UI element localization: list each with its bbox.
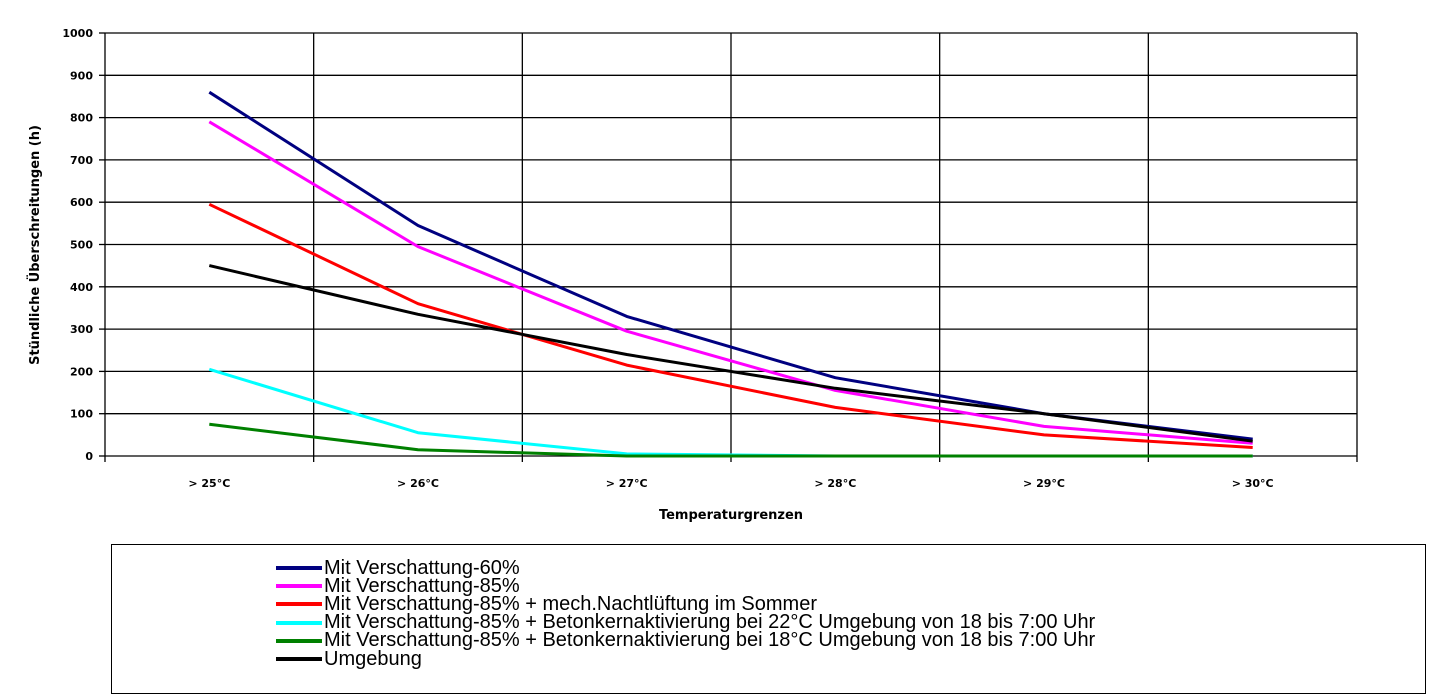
x-tick-label: > 25°C — [188, 477, 230, 490]
legend-label: Mit Verschattung-60% — [324, 556, 520, 579]
legend-label: Umgebung — [324, 647, 422, 670]
y-tick-label: 800 — [70, 112, 93, 125]
axis-ticks: 0 100 200 300 400 500 600 700 800 900 1000 > 25°C > … — [62, 27, 1273, 490]
y-axis-title: Stündliche Überschreitungen (h) — [27, 125, 43, 365]
y-tick-label: 1000 — [62, 27, 93, 40]
x-axis-title: Temperaturgrenzen — [659, 508, 803, 523]
legend-label: Mit Verschattung-85% + Betonkernaktivier… — [324, 629, 1096, 652]
legend-swatch — [276, 638, 322, 643]
legend-swatch — [276, 657, 322, 661]
legend-swatch — [276, 566, 322, 570]
series-line-3 — [208, 202, 1253, 449]
plot-grid — [104, 32, 1358, 462]
y-tick-label: 500 — [70, 239, 93, 252]
y-tick-label: 600 — [70, 196, 93, 209]
chart-legend: Mit Verschattung-60% Mit Verschattung-85%… — [111, 544, 1426, 694]
x-tick-label: > 29°C — [1023, 477, 1065, 490]
series-line-5 — [209, 422, 1253, 458]
legend-item-5: Mit Verschattung-85% + Betonkernaktivier… — [276, 629, 1096, 652]
legend-label: Mit Verschattung-85% + mech.Nachtlüftung… — [324, 592, 817, 615]
y-tick-label: 200 — [70, 365, 93, 378]
legend-item-3: Mit Verschattung-85% + mech.Nachtlüftung… — [276, 592, 817, 615]
series-lines — [208, 90, 1253, 458]
y-tick-label: 400 — [70, 281, 93, 294]
legend-item-2: Mit Verschattung-85% — [276, 574, 520, 597]
legend-swatch — [276, 584, 322, 589]
legend-item-1: Mit Verschattung-60% — [276, 556, 520, 579]
x-tick-label: > 27°C — [606, 477, 648, 490]
series-line-2 — [208, 120, 1253, 445]
legend-swatch — [276, 602, 322, 607]
y-tick-label: 0 — [85, 450, 93, 463]
line-chart: 0 100 200 300 400 500 600 700 800 900 1000 > 25°C > … — [27, 27, 1358, 523]
legend-item-4: Mit Verschattung-85% + Betonkernaktivier… — [276, 611, 1096, 634]
legend-label: Mit Verschattung-85% — [324, 574, 520, 597]
y-tick-label: 300 — [70, 323, 93, 336]
y-tick-label: 700 — [70, 154, 93, 167]
y-tick-label: 100 — [70, 408, 93, 421]
x-tick-label: > 28°C — [814, 477, 856, 490]
x-tick-label: > 26°C — [397, 477, 439, 490]
legend-label: Mit Verschattung-85% + Betonkernaktivier… — [324, 611, 1096, 634]
series-line-6 — [208, 264, 1253, 443]
y-tick-label: 900 — [70, 69, 93, 82]
legend-item-6: Umgebung — [276, 647, 422, 670]
legend-swatch — [276, 620, 322, 625]
x-tick-label: > 30°C — [1232, 477, 1274, 490]
